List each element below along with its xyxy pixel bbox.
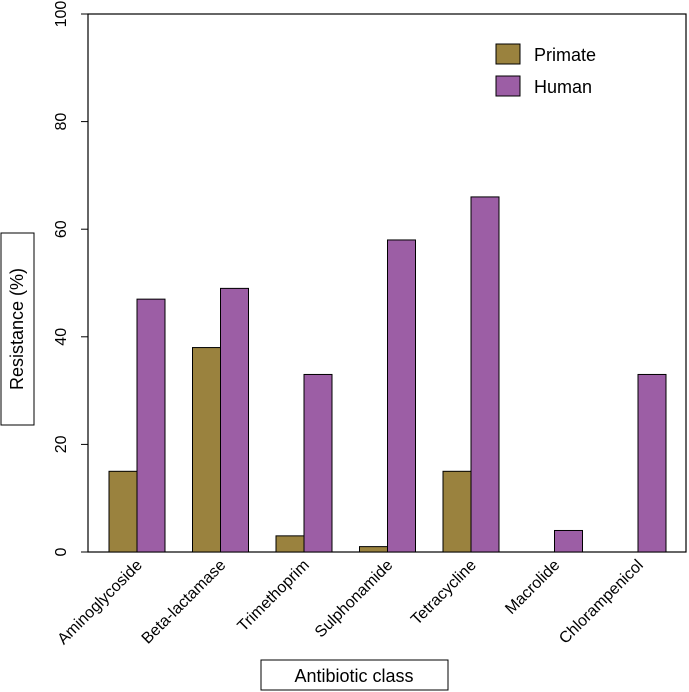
bar-human-tetracycline [470, 196, 500, 553]
bar-human-sulphonamide [387, 239, 416, 553]
y-tick-label: 60 [53, 220, 70, 238]
y-tick-label: 0 [53, 547, 70, 556]
x-tick-label: Chlorampenicol [556, 557, 647, 648]
y-tick-label: 40 [53, 328, 70, 346]
x-axis-title-box [260, 659, 449, 691]
bar-primate-beta-lactamase [192, 347, 221, 553]
bar-primate-trimethoprim [275, 535, 305, 553]
x-tick-label: Tetracycline [408, 557, 480, 629]
y-tick-label: 80 [53, 113, 70, 131]
bar-primate-aminoglycoside [108, 470, 138, 553]
x-tick-label: Beta-lactamase [139, 557, 230, 648]
bar-primate-sulphonamide [359, 546, 388, 553]
x-tick-label: Sulphonamide [312, 557, 396, 641]
y-tick-label: 100 [53, 1, 70, 28]
bar-human-chlorampenicol [637, 373, 667, 553]
bars-group [108, 196, 667, 553]
x-tick-label: Aminoglycoside [55, 557, 146, 648]
bar-human-aminoglycoside [136, 298, 166, 553]
legend-swatch-human [495, 75, 521, 97]
legend-swatch-primate [495, 43, 521, 65]
legend-label-human: Human [534, 77, 592, 97]
y-axis-title-box [0, 232, 35, 426]
x-tick-label: Macrolide [502, 557, 563, 618]
legend: Primate Human [495, 43, 596, 97]
bar-human-beta-lactamase [220, 287, 249, 553]
legend-label-primate: Primate [534, 45, 596, 65]
x-tick-label: Trimethoprim [235, 557, 313, 635]
x-axis-title: Antibiotic class [294, 666, 413, 686]
y-tick-label: 20 [53, 435, 70, 453]
bar-human-trimethoprim [303, 373, 333, 553]
y-axis: 0 20 40 60 80 100 [53, 1, 88, 556]
bar-human-macrolide [554, 529, 583, 553]
y-axis-title: Resistance (%) [7, 268, 27, 390]
bar-primate-tetracycline [442, 470, 472, 553]
